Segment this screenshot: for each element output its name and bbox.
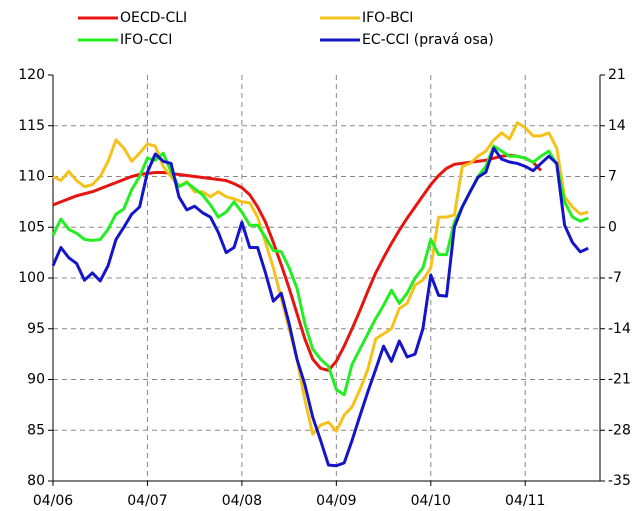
x-tick-label: 04/11 (505, 493, 545, 509)
series-line (51, 146, 589, 468)
y2-tick-label: 21 (608, 67, 626, 83)
y2-tick-label: -35 (608, 473, 631, 489)
y-tick-label: 110 (18, 169, 45, 185)
y-tick-label: 80 (27, 473, 45, 489)
x-tick-label: 04/08 (222, 493, 262, 509)
x-tick-label: 04/07 (127, 493, 167, 509)
y-tick-label: 115 (18, 118, 45, 134)
x-tick-label: 04/10 (411, 493, 451, 509)
legend-label: EC-CCI (pravá osa) (362, 32, 494, 48)
y2-tick-label: -14 (608, 321, 631, 337)
y-tick-label: 120 (18, 67, 45, 83)
y2-tick-label: -21 (608, 372, 631, 388)
x-tick-label: 04/09 (316, 493, 356, 509)
y2-tick-label: -7 (608, 270, 622, 286)
y2-tick-label: -28 (608, 422, 631, 438)
y2-tick-label: 7 (608, 169, 617, 185)
y-tick-label: 85 (27, 422, 45, 438)
x-tick-label: 04/06 (33, 493, 73, 509)
y2-tick-label: 14 (608, 118, 626, 134)
y-tick-label: 95 (27, 321, 45, 337)
legend-label: IFO-BCI (362, 10, 413, 26)
y-tick-label: 100 (18, 270, 45, 286)
series-line (52, 121, 589, 436)
series-line (51, 144, 589, 397)
y-tick-label: 105 (18, 219, 45, 235)
y2-tick-label: 0 (608, 219, 617, 235)
series-line (52, 153, 543, 372)
legend-label: IFO-CCI (120, 32, 172, 48)
legend-label: OECD-CLI (120, 10, 187, 26)
y-tick-label: 90 (27, 372, 45, 388)
